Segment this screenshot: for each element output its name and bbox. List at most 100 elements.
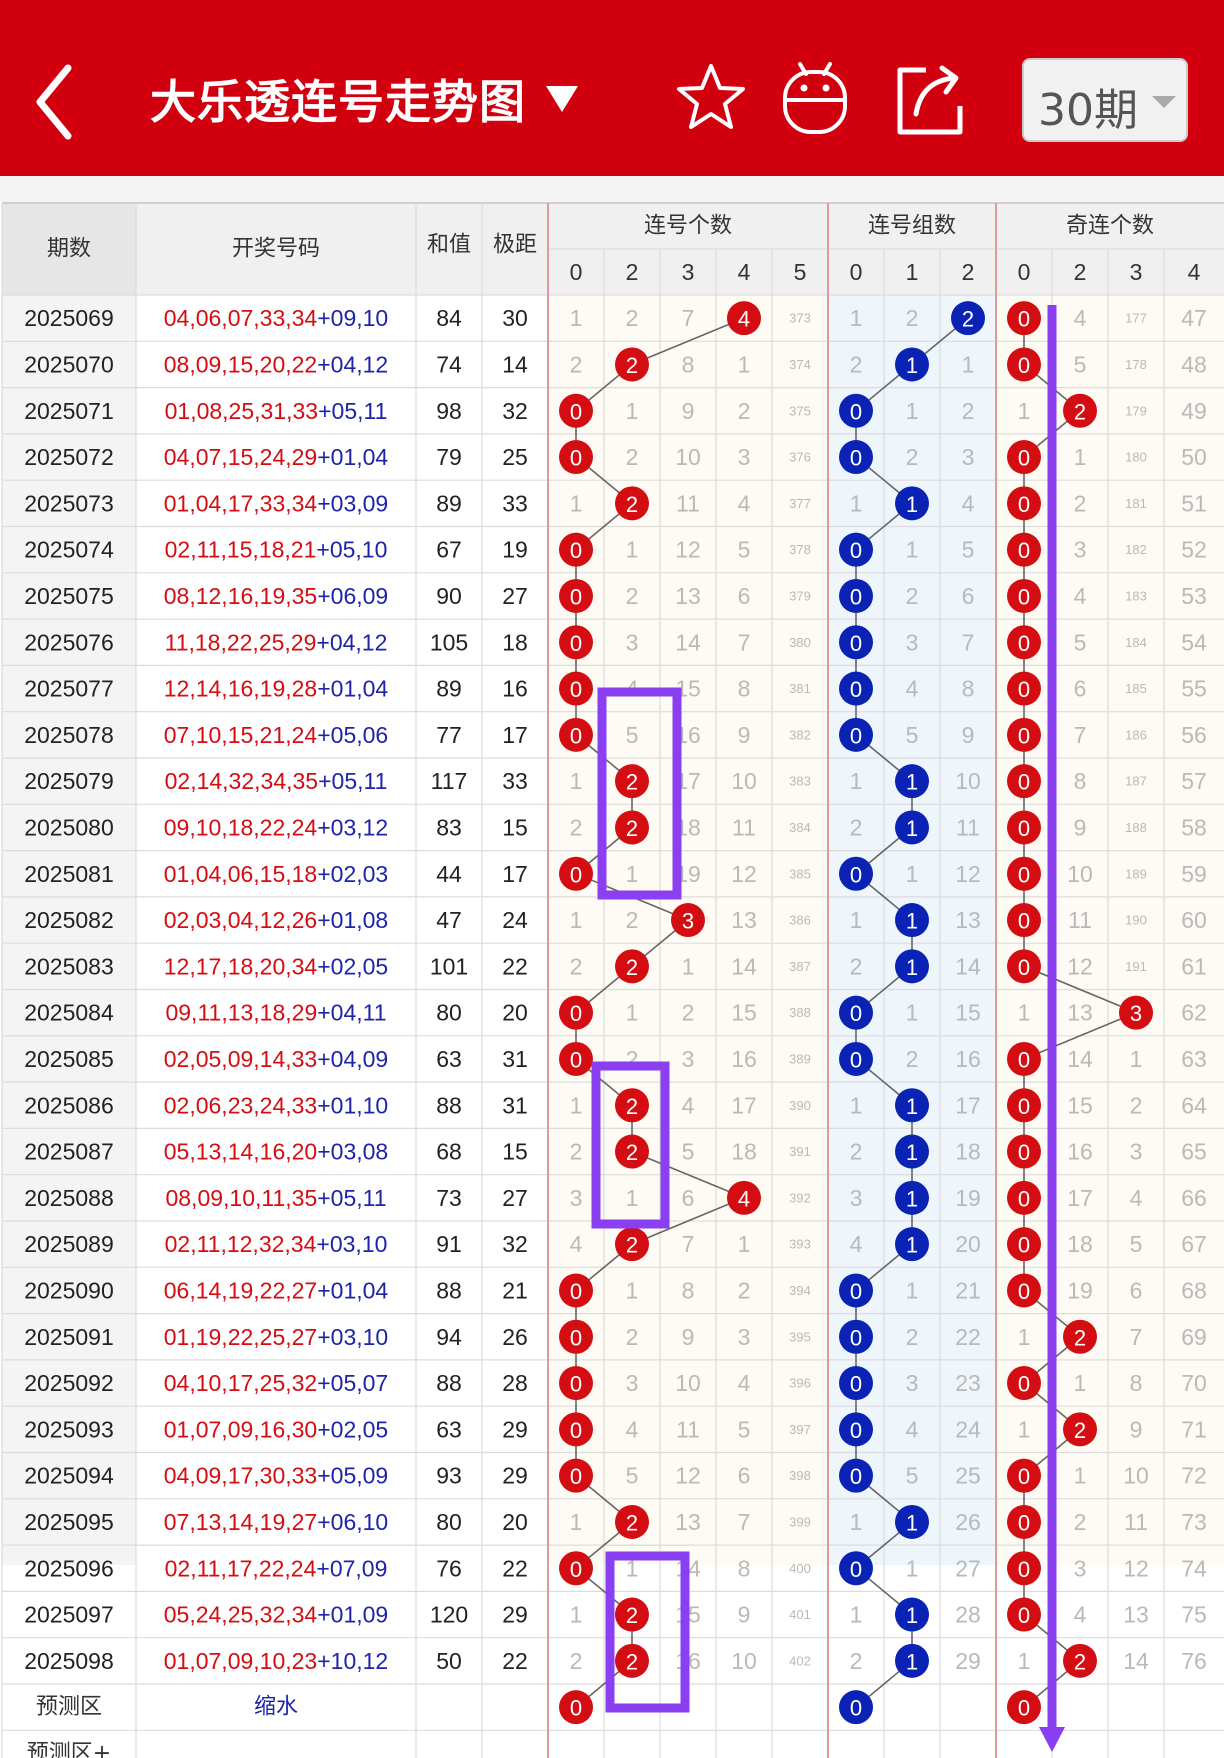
share-icon[interactable] bbox=[892, 62, 968, 138]
hit-ball bbox=[1007, 532, 1041, 567]
android-icon[interactable] bbox=[780, 58, 850, 138]
missing-value-cell: 2 bbox=[906, 1324, 919, 1350]
numbers-header: 开奖号码 bbox=[232, 237, 320, 262]
sum-cell: 94 bbox=[436, 1324, 462, 1350]
period-selector[interactable]: 30期 bbox=[1022, 58, 1188, 142]
sum-cell: 101 bbox=[430, 953, 468, 979]
missing-value-cell: 3 bbox=[962, 444, 975, 470]
predict-plus-label: 预测区+ bbox=[27, 1741, 111, 1758]
draw-numbers-cell: 02,14,32,34,35+05,11 bbox=[165, 768, 388, 794]
hit-ball-label: 0 bbox=[850, 631, 862, 656]
draw-numbers-cell: 01,07,09,10,23+10,12 bbox=[164, 1648, 388, 1674]
sum-cell: 90 bbox=[436, 583, 462, 609]
missing-value-cell: 16 bbox=[731, 1046, 757, 1072]
hit-ball-label: 1 bbox=[906, 770, 918, 795]
missing-value-cell: 10 bbox=[675, 1370, 701, 1396]
hit-ball bbox=[559, 1551, 593, 1586]
missing-value-cell: 1 bbox=[1074, 1370, 1087, 1396]
hit-ball bbox=[1007, 1551, 1041, 1586]
hit-ball bbox=[839, 671, 873, 706]
subheader-cell: 0 bbox=[1018, 259, 1031, 285]
missing-value-cell: 402 bbox=[789, 1653, 811, 1668]
missing-value-cell: 15 bbox=[1067, 1092, 1093, 1118]
period-header: 期数 bbox=[47, 237, 91, 262]
hit-ball-label: 0 bbox=[1018, 1233, 1030, 1258]
hit-ball-label: 0 bbox=[850, 538, 862, 563]
span-cell: 22 bbox=[502, 1648, 528, 1674]
predict-label: 预测区 bbox=[36, 1695, 102, 1720]
missing-value-cell: 2 bbox=[738, 398, 751, 424]
hit-ball bbox=[839, 532, 873, 567]
hit-ball-label: 0 bbox=[1018, 1279, 1030, 1304]
draw-numbers-cell: 12,14,16,19,28+01,04 bbox=[164, 676, 389, 702]
missing-value-cell: 7 bbox=[738, 1509, 751, 1535]
missing-value-cell: 395 bbox=[789, 1329, 811, 1344]
span-cell: 30 bbox=[502, 305, 528, 331]
missing-value-cell: 1 bbox=[570, 305, 583, 331]
sum-cell: 44 bbox=[436, 861, 462, 887]
hit-ball bbox=[615, 1643, 649, 1678]
missing-value-cell: 1 bbox=[570, 1509, 583, 1535]
missing-value-cell: 9 bbox=[1074, 814, 1087, 840]
hit-ball bbox=[951, 301, 985, 336]
hit-ball-label: 0 bbox=[850, 1464, 862, 1489]
sum-cell: 63 bbox=[436, 1416, 462, 1442]
span-cell: 27 bbox=[502, 1185, 528, 1211]
period-cell: 2025092 bbox=[24, 1370, 114, 1396]
subheader-cell: 0 bbox=[850, 259, 863, 285]
hit-ball-label: 0 bbox=[1018, 1464, 1030, 1489]
missing-value-cell: 1 bbox=[626, 1277, 639, 1303]
hit-ball-label: 0 bbox=[1018, 816, 1030, 841]
subheader-cell: 3 bbox=[1130, 259, 1143, 285]
period-cell: 2025088 bbox=[24, 1185, 114, 1211]
hit-ball bbox=[559, 995, 593, 1030]
span-cell: 15 bbox=[502, 1139, 528, 1165]
hit-ball bbox=[671, 903, 705, 938]
missing-value-cell: 58 bbox=[1181, 814, 1207, 840]
hit-ball-label: 1 bbox=[906, 909, 918, 934]
hit-ball bbox=[1007, 1227, 1041, 1262]
hit-ball bbox=[839, 856, 873, 891]
hit-ball bbox=[895, 1597, 929, 1632]
missing-value-cell: 2 bbox=[850, 351, 863, 377]
page-title[interactable]: 大乐透连号走势图 bbox=[150, 75, 526, 129]
hit-ball-label: 0 bbox=[1018, 955, 1030, 980]
missing-value-cell: 1 bbox=[1018, 1324, 1031, 1350]
hit-ball bbox=[1119, 995, 1153, 1030]
missing-value-cell: 59 bbox=[1181, 861, 1207, 887]
star-icon[interactable] bbox=[676, 62, 746, 132]
missing-value-cell: 7 bbox=[1074, 722, 1087, 748]
hit-ball bbox=[1007, 440, 1041, 475]
missing-value-cell: 2 bbox=[570, 1139, 583, 1165]
missing-value-cell: 5 bbox=[738, 537, 751, 563]
missing-value-cell: 20 bbox=[955, 1231, 981, 1257]
hit-ball-label: 1 bbox=[906, 1603, 918, 1628]
missing-value-cell: 1 bbox=[738, 351, 751, 377]
missing-value-cell: 69 bbox=[1181, 1324, 1207, 1350]
sum-cell: 79 bbox=[436, 444, 462, 470]
hit-ball bbox=[895, 903, 929, 938]
back-icon[interactable] bbox=[30, 62, 78, 142]
hit-ball-label: 0 bbox=[1018, 353, 1030, 378]
hit-ball-label: 0 bbox=[1018, 1696, 1030, 1721]
dropdown-icon[interactable] bbox=[544, 84, 580, 114]
missing-value-cell: 29 bbox=[955, 1648, 981, 1674]
missing-value-cell: 393 bbox=[789, 1237, 811, 1252]
missing-value-cell: 17 bbox=[955, 1092, 981, 1118]
hit-ball bbox=[727, 301, 761, 336]
span-cell: 29 bbox=[502, 1463, 528, 1489]
hit-ball bbox=[1007, 1041, 1041, 1076]
missing-value-cell: 3 bbox=[1130, 1139, 1143, 1165]
missing-value-cell: 189 bbox=[1125, 866, 1147, 881]
missing-value-cell: 76 bbox=[1181, 1648, 1207, 1674]
hit-ball-label: 0 bbox=[570, 677, 582, 702]
sum-cell: 88 bbox=[436, 1370, 462, 1396]
hit-ball bbox=[895, 810, 929, 845]
period-cell: 2025078 bbox=[24, 722, 114, 748]
hit-ball bbox=[559, 856, 593, 891]
missing-value-cell: 2 bbox=[850, 814, 863, 840]
hit-ball-label: 1 bbox=[906, 1510, 918, 1535]
period-cell: 2025096 bbox=[24, 1555, 114, 1581]
missing-value-cell: 2 bbox=[570, 351, 583, 377]
sum-header: 和值 bbox=[427, 233, 471, 258]
